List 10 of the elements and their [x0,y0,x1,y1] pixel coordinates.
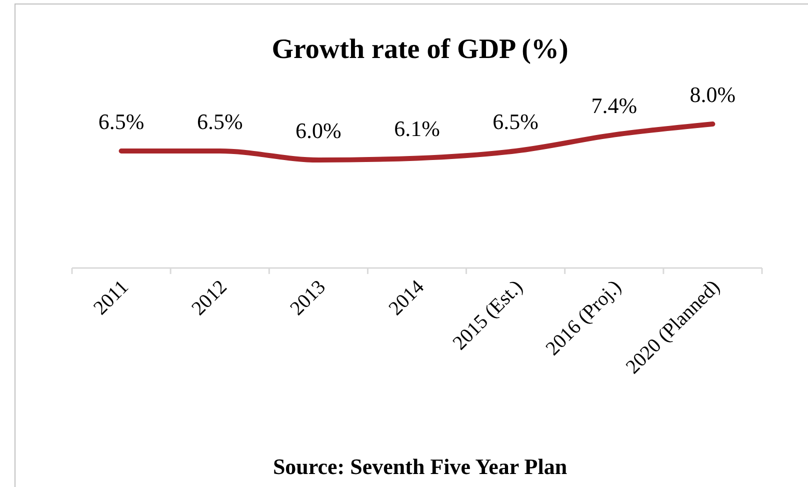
data-label: 6.0% [296,118,342,143]
data-label: 7.4% [591,92,638,118]
data-label: 8.0% [690,82,736,107]
data-label: 6.5% [196,109,243,134]
data-label: 6.1% [394,116,440,142]
source-note: Source: Seventh Five Year Plan [272,454,568,479]
x-tick-label: 2011 [90,276,133,320]
data-label: 6.5% [492,109,538,134]
chart-title: Growth rate of GDP (%) [272,34,568,65]
data-label: 6.5% [98,109,144,134]
